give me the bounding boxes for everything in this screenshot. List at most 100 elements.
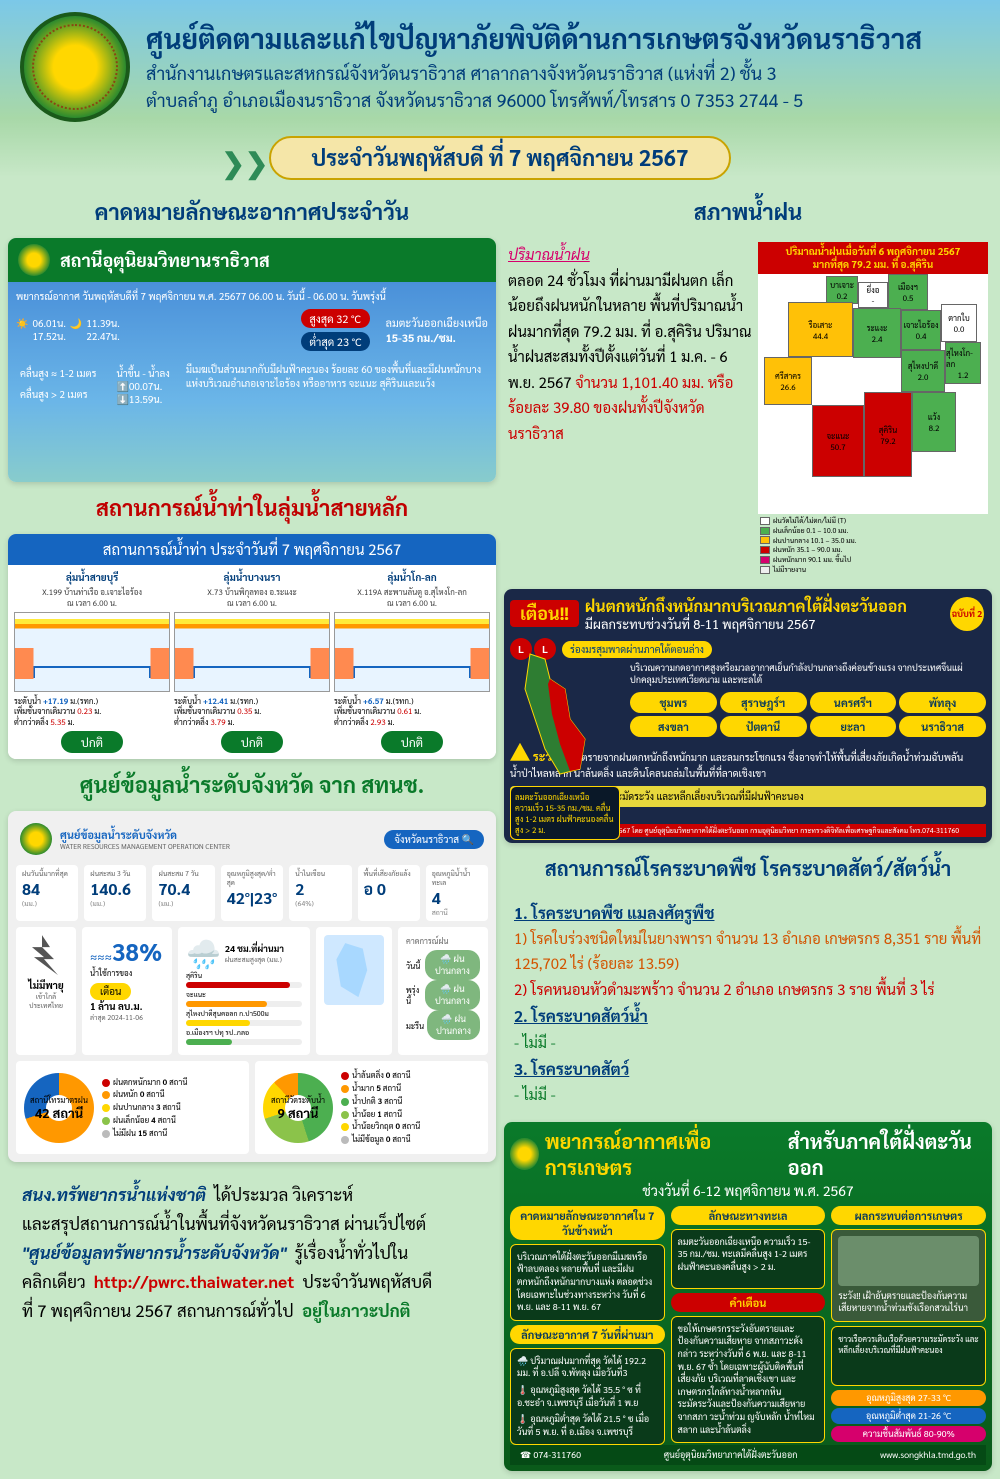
rain24: 24 ชม.ที่ผ่านมา (225, 943, 284, 955)
ag-c2-text: ลมตะวันออกเฉียงเหนือ ความเร็ว 15-35 กม./… (671, 1229, 826, 1289)
water-subtitle: สถานการณ์น้ำท่า ประจำวันที่ 7 พฤศจิกายน … (8, 534, 496, 565)
bt-4b: http://pwrc.thaiwater.net (94, 1270, 294, 1292)
water-pct-label: น้ำใช้การของ (90, 967, 164, 978)
level-donut: สถานีวัดระดับน้ำ9 สถานี (263, 1073, 333, 1143)
ag-warn-title: คำเตือน (671, 1293, 826, 1312)
map-legend: ฝนวัดไม่ได้/ไม่ตก/ไม่มี (T)ฝนเล็กน้อย 0.… (758, 514, 988, 577)
water-panel: สถานการณ์น้ำท่า ประจำวันที่ 7 พฤศจิกายน … (8, 534, 496, 759)
warn-pill: เตือน (90, 983, 131, 1000)
district: แว้ง8.2 (912, 392, 956, 452)
ag-t1: อุณหภูมิสูงสุด วัดได้ 35.5 ° ซ ที่ อ.ชะอ… (517, 1384, 641, 1409)
disease-h3: 3. โรคระบาดสัตว์ (514, 1055, 982, 1082)
rain-section-title: สภาพน้ำฝน (504, 194, 992, 230)
ag-footer-phone: ☎ 074-311760 (520, 1449, 581, 1461)
district: รือเสาะ44.4 (788, 302, 853, 357)
disease-none2: - ไม่มี - (514, 1030, 982, 1056)
moonset: 22.47น. (86, 330, 119, 343)
donut1-val: 42 สถานี (35, 1105, 83, 1122)
bt-1b: ได้ประมวล วิเคราะห์ (214, 1183, 353, 1205)
forecast-line: พยากรณ์อากาศ วันพฤหัสบดีที่ 7 พฤศจิกายน … (16, 290, 488, 303)
address-line-2: ตำบลลำภู อำเภอเมืองนราธิวาส จังหวัดนราธิ… (146, 87, 922, 114)
ag-footer-right: www.songkhla.tmd.go.th (880, 1449, 976, 1461)
rain-panel: ปริมาณน้ำฝน ตลอด 24 ชั่วโมง ที่ผ่านมามีฝ… (504, 238, 992, 581)
district: บาเจาะ0.2 (826, 276, 858, 304)
bottom-summary: สนง.ทรัพยากรน้ำแห่งชาติ ได้ประมวล วิเครา… (8, 1170, 496, 1334)
province-map: บาเจาะ0.2ยี่งอ-เมืองฯ0.5รือเสาะ44.4ระแงะ… (758, 274, 988, 514)
dash-stat: ฝนวันนี้มากที่สุด84(มม.) (16, 865, 78, 921)
dash-stat: พื้นที่เสียงภัยแล้งอ 0 (358, 865, 420, 921)
ag-footer-left: ศูนย์อุตุนิยมวิทยาภาคใต้ฝั่งตะวันออก (664, 1449, 798, 1461)
storm-icon (26, 935, 66, 975)
warn-box1: ลมตะวันออกเฉียงเหนือ ความเร็ว 15-35 กม./… (510, 786, 620, 840)
water-station-chart: ลุ่มน้ำบางนรา X.73 บ้านพิกุลทอง อ.ระแงะ … (174, 571, 330, 753)
bt-1a: สนง.ทรัพยากรน้ำแห่งชาติ (22, 1183, 206, 1205)
sunset: 17.52น. (32, 330, 65, 343)
donut2-val: 9 สถานี (277, 1105, 318, 1122)
donut2-label: สถานีวัดระดับน้ำ (271, 1094, 325, 1105)
ag-c3-sub: ชาวเรือควรเดินเรือด้วยความระมัดระวัง และ… (831, 1326, 986, 1386)
ag-c3-title: ผลกระทบต่อการเกษตร (831, 1206, 986, 1225)
district: สุไหงโก-ลก1.2 (945, 342, 981, 384)
rain-sum: ฝนสะสมสูงสุด (มม.) (225, 955, 284, 964)
red-banner: ปริมาณน้ำฝนเมื่อวันที่ 6 พฤศจิกายน 2567 … (758, 242, 988, 274)
tmd-logo-2-icon (510, 1138, 539, 1170)
weather-panel: สถานีอุตุนิยมวิทยานราธิวาส พยากรณ์อากาศ … (8, 238, 496, 482)
weather-desc: มีเมฆเป็นส่วนมากกับมีฝนฟ้าคะนอง ร้อยละ 6… (186, 363, 488, 391)
bt-4c: ประจำวันพฤหัสบดี (303, 1270, 433, 1292)
ag-forecast-panel: พยากรณ์อากาศเพื่อการเกษตร สำหรับภาคใต้ฝั… (504, 1122, 992, 1472)
district: ยี่งอ- (858, 282, 888, 308)
disease-p2: 2) โรคหนอนหัวดำมะพร้าว จำนวน 2 อำเภอ เกษ… (514, 977, 982, 1003)
tide-high: 00.07น. (129, 380, 162, 393)
water-below: 1 ล้าน ลบ.ม. (90, 1000, 164, 1013)
agency-logo (20, 12, 130, 122)
tide-label: น้ำขึ้น - น้ำลง (116, 367, 169, 380)
page-title: ศูนย์ติดตามและแก้ไขปัญหาภัยพิบัติด้านการ… (146, 20, 922, 56)
ag-date: ช่วงวันที่ 6-12 พฤศจิกายน พ.ศ. 2567 (510, 1182, 986, 1200)
warn-sub: มีผลกระทบช่วงวันที่ 8-11 พฤศจิกายน 2567 (585, 616, 907, 633)
bt-3a: "ศูนย์ข้อมูลทรัพยากรน้ำระดับจังหวัด" (22, 1241, 287, 1263)
dash-stat: น้ำในเขือน2(64%) (289, 865, 351, 921)
thailand-map-thumb (324, 935, 384, 1005)
address-line-1: สำนักงานเกษตรและสหกรณ์จังหวัดนราธิวาส ศา… (146, 60, 922, 87)
district: สุไหงปาดี2.0 (901, 350, 945, 392)
dash-title: ศูนย์ข้อมูลน้ำระดับจังหวัด (60, 827, 230, 842)
ag-c1-title: คาดหมายลักษณะอากาศใน 7 วันข้างหน้า (510, 1206, 665, 1240)
district: ศรีสาคร26.6 (764, 357, 812, 405)
bt-2: และสรุปสถานการณ์น้ำในพื้นที่จังหวัดนราธิ… (22, 1212, 426, 1234)
district: จะแนะ50.7 (812, 405, 864, 477)
temp-low: ต่ำสุด 23 °C (301, 332, 369, 351)
warn-badge: เตือน!! (510, 600, 579, 627)
sun-icon: ☀️ (16, 317, 28, 343)
temp-chip: ความชื้นสัมพันธ์ 80-90% (831, 1426, 986, 1442)
warn-main: ฝนตกหนักถึงหนักมากบริเวณภาคใต้ฝั่งตะวันอ… (585, 595, 907, 616)
ag-title-y: พยากรณ์อากาศเพื่อการเกษตร (545, 1128, 774, 1180)
onwr-logo-icon (20, 823, 52, 855)
ag-c3-text: ระวัง!! เฝ้าอันตรายและป้องกันความเสียหาย… (838, 1290, 979, 1315)
district: เมืองฯ0.5 (888, 274, 928, 310)
no-storm-sub: เข้าใกล้ประเทศไทย (24, 992, 68, 1010)
dash-stat: อุณหภูมิน้ำน้ำทะเล4สถานี (426, 865, 488, 921)
dashboard-panel: ศูนย์ข้อมูลน้ำระดับจังหวัด WATER RESOURC… (8, 811, 496, 1162)
province-chip: นครศรีฯ (810, 692, 897, 713)
rain-donut: สถานีโทรมาตรฝน42 สถานี (24, 1073, 94, 1143)
district: สุคิริน79.2 (864, 392, 912, 477)
tide-low: 13.59น. (129, 393, 162, 406)
province-search[interactable]: จังหวัดนราธิวาส 🔍 (384, 830, 484, 849)
bt-5a: ที่ 7 พฤศจิกายน 2567 สถานการณ์ทั่วไป (22, 1299, 294, 1321)
disease-p1: 1) โรคใบร่วงชนิดใหม่ในยางพารา จำนวน 13 อ… (514, 926, 982, 977)
district: เจาะไอร้อง0.4 (901, 310, 941, 350)
warn-map: ลมตะวันออกเฉียงเหนือ ความเร็ว 15-35 กม./… (510, 649, 620, 840)
temp-high: สูงสุด 32 °C (301, 309, 369, 328)
ag-photo-placeholder (838, 1236, 979, 1286)
warning-panel: ฉบับที่ 2 เตือน!! ฝนตกหนักถึงหนักมากบริเ… (504, 589, 992, 843)
station-title: สถานีอุตุนิยมวิทยานราธิวาส (60, 249, 270, 272)
province-chip: ชุมพร (630, 692, 717, 713)
wave-icon: ≈≈≈38% (90, 935, 164, 967)
warn-desc: บริเวณความกดอากาศสูงหรือมวลอากาศเย็นกำลั… (630, 662, 986, 686)
date-banner: ประจำวันพฤหัสบดี ที่ 7 พฤศจิกายน 2567 (0, 130, 1000, 186)
water-section-title: สถานการณ์น้ำท่าในลุ่มน้ำสายหลัก (8, 490, 496, 526)
ag-s2-title: ลักษณะอากาศ 7 วันที่ผ่านมา (510, 1325, 665, 1344)
no-storm: ไม่มีพายุ (24, 979, 68, 992)
water-station-chart: ลุ่มน้ำโก-ลก X.119A สะพานลันตู อ.สุไหงโก… (334, 571, 490, 753)
wind-speed: 15-35 กม./ชม. (386, 330, 488, 345)
